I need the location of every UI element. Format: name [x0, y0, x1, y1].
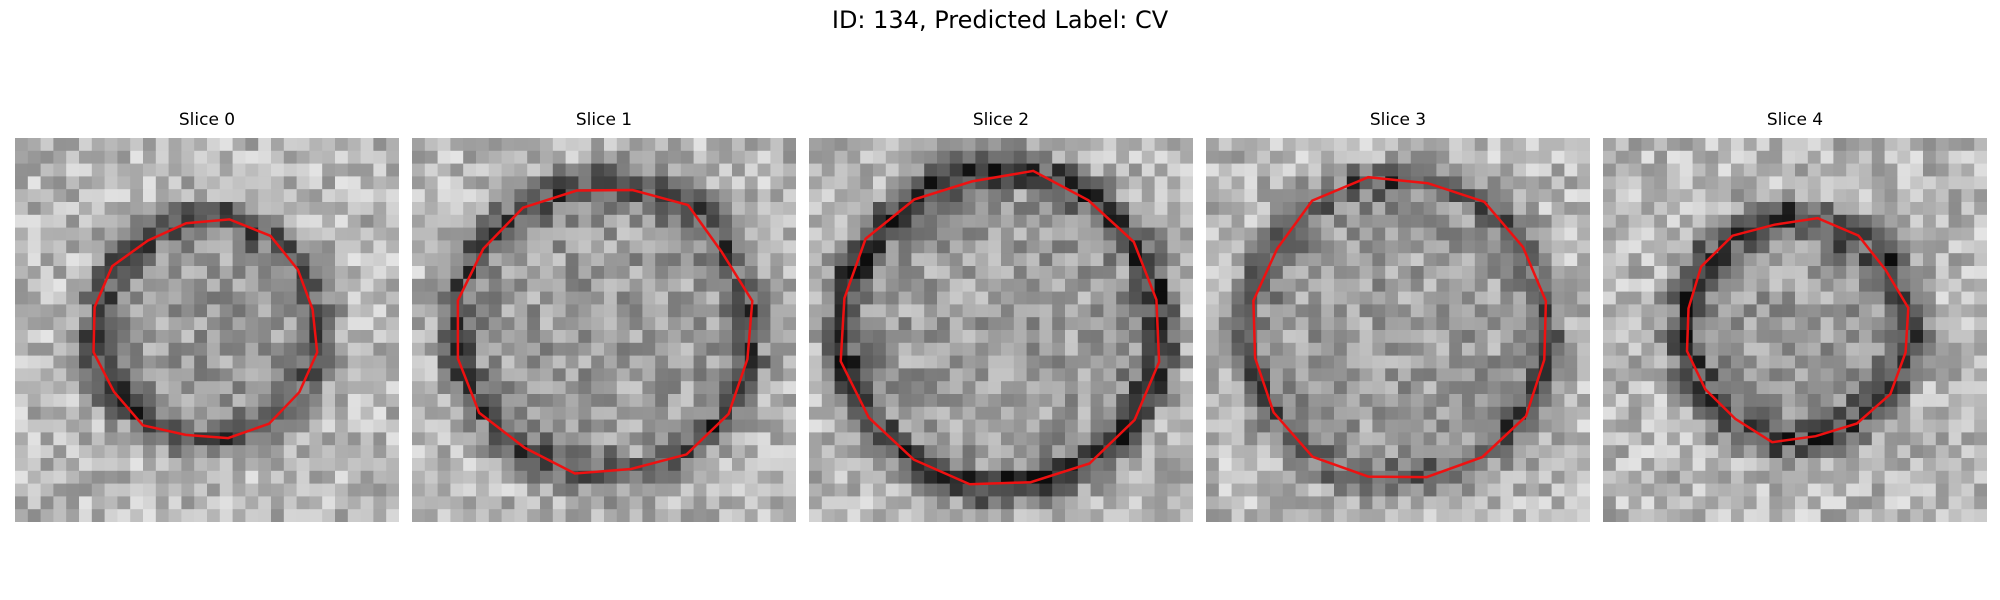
slice-panel-1: Slice 1	[412, 108, 796, 522]
contour-outline	[92, 218, 319, 440]
slice-svg	[15, 138, 399, 522]
slice-panel-4: Slice 4	[1603, 108, 1987, 522]
slice-panel-0: Slice 0	[15, 108, 399, 522]
slice-title: Slice 3	[1369, 110, 1427, 130]
contour-outline	[1685, 216, 1910, 444]
slice-title: Slice 2	[972, 110, 1030, 130]
slice-title: Slice 0	[178, 110, 236, 130]
slice-panel-2: Slice 2	[809, 108, 1193, 522]
slice-svg	[809, 138, 1193, 522]
slice-svg	[412, 138, 796, 522]
slice-image	[1206, 138, 1590, 522]
slice-image	[412, 138, 796, 522]
slice-title: Slice 1	[575, 110, 633, 130]
slice-svg	[1206, 138, 1590, 522]
slice-svg	[1603, 138, 1987, 522]
figure-title: ID: 134, Predicted Label: CV	[831, 6, 1169, 34]
slice-image	[809, 138, 1193, 522]
contour-outline	[1252, 175, 1548, 479]
slice-image	[1603, 138, 1987, 522]
slice-image	[15, 138, 399, 522]
slice-title: Slice 4	[1766, 110, 1824, 130]
slice-panel-3: Slice 3	[1206, 108, 1590, 522]
contour-outline	[839, 169, 1161, 486]
contour-outline	[456, 188, 754, 475]
